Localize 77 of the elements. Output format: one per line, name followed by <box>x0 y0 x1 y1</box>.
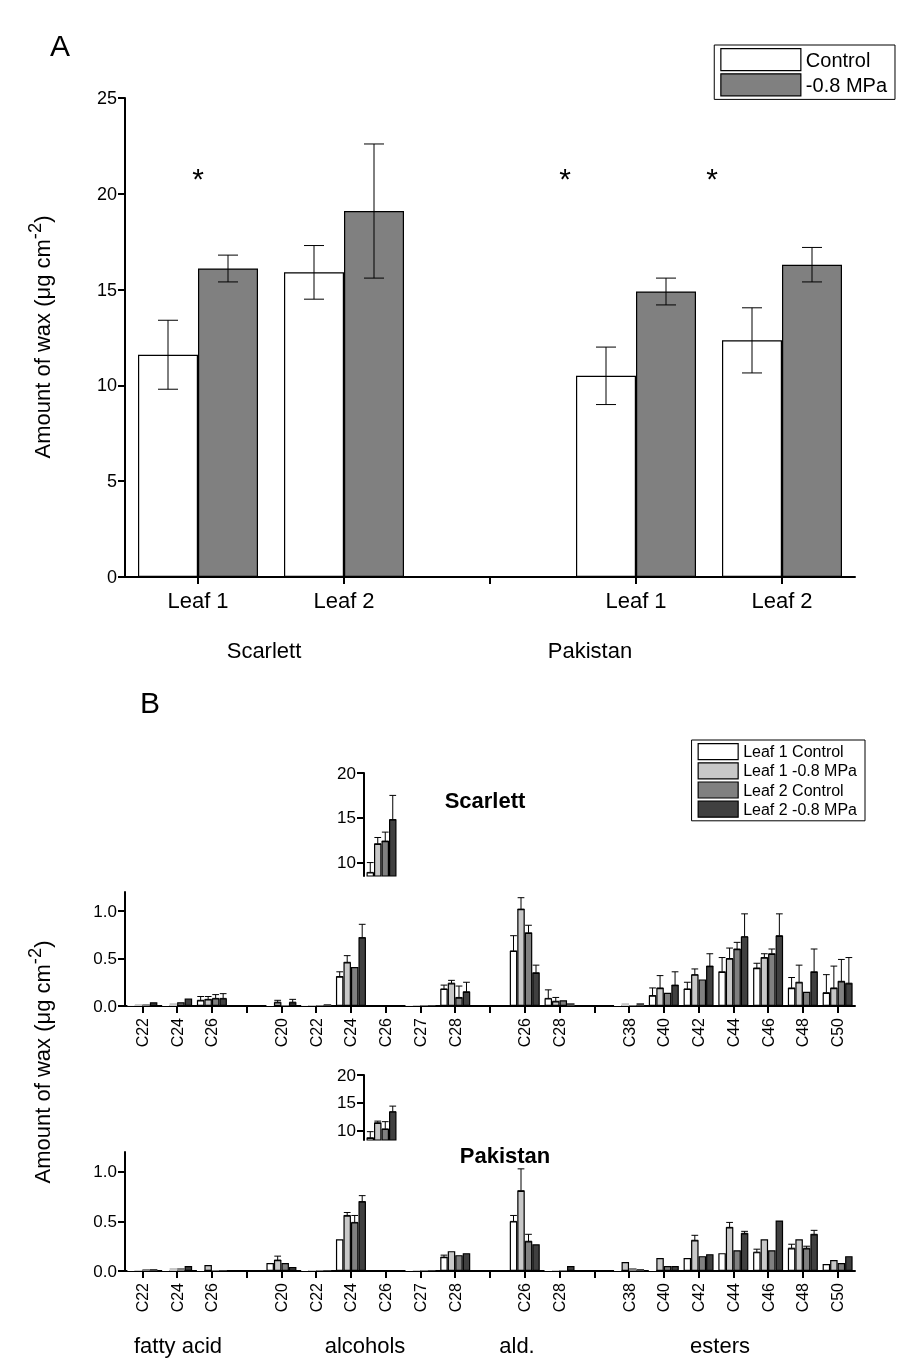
x-tick-label: C27 <box>411 1282 429 1313</box>
x-tick-label: C26 <box>516 1282 534 1313</box>
x-tick-label: C27 <box>411 1017 429 1048</box>
x-tick-label: Leaf 2 <box>313 587 375 613</box>
x-tick-label: C20 <box>272 1017 290 1048</box>
y-tick-label: 1.0 <box>93 1162 117 1182</box>
y-tick-label: 15 <box>96 279 117 300</box>
y-tick-label: 0.5 <box>93 949 117 968</box>
annotation: * <box>706 161 719 195</box>
x-tick-label: C26 <box>516 1017 534 1048</box>
x-tick-label: C28 <box>446 1282 464 1313</box>
x-tick-label: C28 <box>446 1017 464 1048</box>
legend-label: Control <box>805 48 871 71</box>
x-tick-label: Leaf 1 <box>605 587 667 613</box>
x-tick-label: C28 <box>551 1282 569 1313</box>
x-tick-label: C48 <box>794 1282 812 1313</box>
chart-title: Scarlett <box>444 787 527 813</box>
x-tick-label: C46 <box>759 1282 777 1313</box>
x-tick-label: C24 <box>342 1282 360 1313</box>
text: B <box>139 685 161 719</box>
text: alcohols <box>324 1332 406 1358</box>
y-tick-label: 0.5 <box>93 1211 117 1231</box>
x-tick-label: C22 <box>133 1282 151 1313</box>
text: esters <box>690 1332 750 1358</box>
x-tick-label: C50 <box>829 1017 847 1048</box>
y-tick-label: 0.0 <box>93 1261 117 1281</box>
x-tick-label: C26 <box>377 1017 395 1048</box>
text: ald. <box>499 1332 535 1358</box>
x-tick-label: Leaf 2 <box>751 587 813 613</box>
x-tick-label: C24 <box>342 1017 360 1048</box>
annotation: * <box>559 161 572 195</box>
y-tick-label: 10 <box>96 375 117 396</box>
y-tick-label: 15 <box>337 808 356 828</box>
x-tick-label: C44 <box>724 1282 742 1313</box>
text: fatty acid <box>133 1332 223 1358</box>
annotation: * <box>192 161 205 195</box>
y-tick-label: 10 <box>337 1121 356 1141</box>
x-tick-label: C28 <box>551 1017 569 1048</box>
x-tick-label: Leaf 1 <box>167 587 229 613</box>
x-tick-label: C46 <box>759 1017 777 1048</box>
x-tick-label: C44 <box>724 1017 742 1048</box>
legend-label: Leaf 1 Control <box>743 743 844 761</box>
y-tick-label: 0 <box>106 567 117 587</box>
y-tick-label: 20 <box>96 183 117 204</box>
x-tick-label: C50 <box>829 1282 847 1313</box>
y-tick-label: 20 <box>337 763 356 783</box>
x-tick-label: C48 <box>794 1017 812 1048</box>
x-tick-label: C24 <box>168 1017 186 1048</box>
x-tick-label: C42 <box>690 1017 708 1048</box>
chart-title: A <box>49 28 71 62</box>
x-tick-label: C22 <box>307 1017 325 1048</box>
x-tick-label: C20 <box>272 1282 290 1313</box>
y-tick-label: 25 <box>96 88 117 108</box>
y-tick-label: 10 <box>337 853 356 873</box>
x-tick-label: C38 <box>620 1017 638 1048</box>
y-tick-label: 20 <box>337 1065 356 1085</box>
x-tick-label: C40 <box>655 1017 673 1048</box>
legend-label: Leaf 2 -0.8 MPa <box>743 800 858 818</box>
x-tick-label: C22 <box>307 1282 325 1313</box>
y-tick-label: 1.0 <box>93 901 117 921</box>
chart-title: Pakistan <box>459 1142 551 1168</box>
x-tick-label: C40 <box>655 1282 673 1313</box>
legend-label: -0.8 MPa <box>805 73 888 96</box>
legend-label: Leaf 1 -0.8 MPa <box>743 762 858 780</box>
y-tick-label: 15 <box>337 1093 356 1113</box>
y-tick-label: 0.0 <box>93 996 117 1016</box>
y-tick-label: 5 <box>106 471 117 492</box>
legend-label: Leaf 2 Control <box>743 781 844 799</box>
x-tick-label: C26 <box>203 1282 221 1313</box>
text: Pakistan <box>547 637 633 663</box>
x-tick-label: C22 <box>133 1017 151 1048</box>
x-tick-label: C38 <box>620 1282 638 1313</box>
x-tick-label: C26 <box>203 1017 221 1048</box>
x-tick-label: C42 <box>690 1282 708 1313</box>
text: Scarlett <box>226 637 302 663</box>
x-tick-label: C24 <box>168 1282 186 1313</box>
x-tick-label: C26 <box>377 1282 395 1313</box>
